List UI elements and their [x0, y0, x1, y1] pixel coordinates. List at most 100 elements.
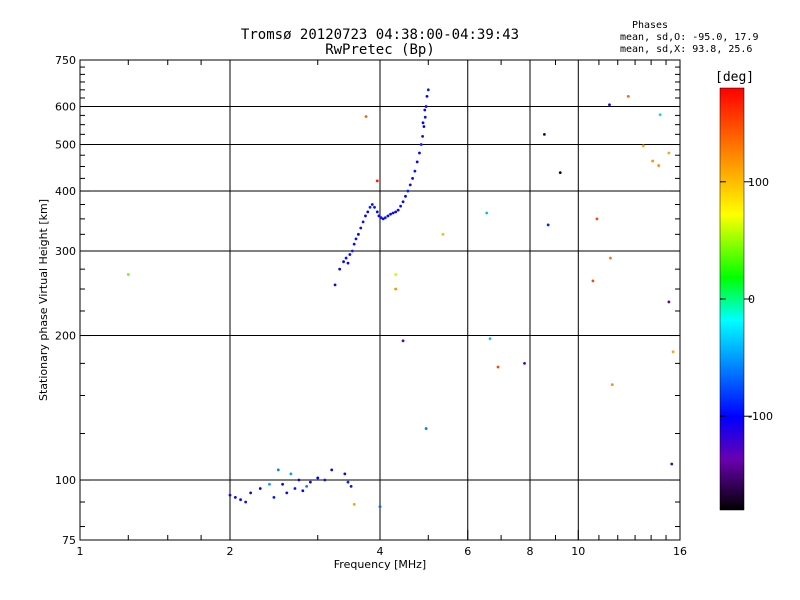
data-point	[330, 468, 334, 472]
data-point	[364, 115, 368, 118]
data-point	[346, 480, 350, 484]
data-point	[651, 159, 655, 163]
data-point	[419, 143, 423, 146]
y-tick-label: 600	[55, 101, 76, 114]
data-point	[375, 179, 379, 183]
data-point	[379, 216, 383, 220]
data-point	[408, 183, 412, 187]
data-point	[301, 489, 305, 493]
data-point	[233, 496, 237, 499]
y-tick-label: 400	[55, 185, 76, 198]
data-point	[352, 502, 356, 506]
x-axis-label: Frequency [MHz]	[334, 558, 426, 571]
data-point	[354, 237, 358, 241]
data-point	[349, 484, 353, 488]
x-tick-label: 16	[673, 545, 687, 558]
data-point	[626, 94, 630, 98]
data-point	[425, 94, 429, 98]
y-tick-label: 100	[55, 474, 76, 487]
x-tick-label: 4	[377, 545, 384, 558]
data-point	[239, 498, 242, 502]
data-point	[411, 177, 414, 180]
data-point	[523, 361, 526, 365]
data-point	[418, 151, 421, 155]
data-point	[391, 211, 395, 215]
data-point	[422, 125, 426, 128]
data-point	[413, 169, 417, 173]
data-point	[289, 472, 293, 476]
data-point	[394, 273, 398, 276]
data-point	[608, 103, 611, 107]
data-point	[249, 491, 253, 495]
x-tick-label: 8	[527, 545, 534, 558]
y-tick-label: 75	[62, 534, 76, 547]
data-point	[344, 256, 348, 260]
data-point	[396, 208, 400, 212]
data-point	[671, 350, 675, 354]
data-point	[323, 478, 327, 482]
data-point	[244, 500, 248, 504]
data-point	[401, 200, 405, 204]
data-point	[426, 88, 430, 92]
data-point	[546, 223, 550, 227]
data-point	[558, 171, 562, 174]
y-axis-label: Stationary phase Virtual Height [km]	[37, 199, 50, 401]
data-point	[356, 232, 360, 236]
data-point	[373, 205, 376, 209]
data-point	[404, 194, 407, 198]
data-point	[346, 261, 350, 265]
data-point	[394, 210, 398, 214]
data-point	[641, 144, 645, 148]
data-point	[305, 484, 309, 488]
data-point	[488, 337, 492, 341]
data-point	[338, 267, 342, 271]
data-point	[485, 211, 489, 215]
axis-tick-labels: 1 2 4 6 8 10 16 75 100 200 300 400 500 600 750	[55, 54, 687, 558]
data-point	[441, 232, 445, 236]
data-point	[333, 283, 337, 287]
data-point	[389, 212, 392, 216]
colorbar-tick-label: 0	[748, 293, 755, 306]
data-point	[421, 134, 424, 138]
colorbar-tick-label: 100	[748, 176, 769, 189]
data-point	[297, 478, 301, 482]
y-tick-label: 200	[55, 330, 76, 343]
chart-subtitle: RwPretec (Bp)	[325, 42, 435, 58]
data-point	[496, 365, 500, 369]
data-point	[285, 491, 289, 495]
data-point	[595, 217, 599, 221]
data-point	[423, 108, 427, 112]
data-point	[359, 226, 363, 230]
data-point	[423, 115, 427, 119]
phases-o-stats: mean, sd,O: -95.0, 17.9	[620, 32, 759, 43]
data-point	[421, 121, 425, 125]
colorbar-tick-label: -100	[748, 410, 773, 423]
x-tick-label: 10	[571, 545, 585, 558]
data-point	[126, 273, 130, 276]
data-point	[670, 462, 674, 466]
data-point	[316, 476, 320, 480]
y-tick-label: 300	[55, 245, 76, 258]
data-point	[381, 217, 385, 221]
data-point	[348, 253, 352, 256]
data-point	[228, 493, 232, 497]
data-point	[386, 214, 390, 218]
data-point	[591, 279, 595, 283]
data-point	[657, 164, 661, 167]
data-point	[667, 300, 671, 304]
data-point	[258, 487, 262, 490]
data-point	[401, 339, 405, 343]
data-point	[609, 256, 612, 260]
data-point	[309, 480, 312, 484]
data-point	[352, 242, 356, 246]
data-point	[658, 113, 662, 117]
data-point	[667, 151, 671, 155]
data-point	[343, 472, 347, 476]
data-point	[281, 482, 284, 486]
data-point	[383, 216, 387, 220]
data-point	[276, 468, 280, 472]
data-point	[394, 287, 398, 291]
data-point	[424, 105, 428, 108]
data-point	[377, 214, 381, 218]
data-point	[399, 204, 403, 208]
